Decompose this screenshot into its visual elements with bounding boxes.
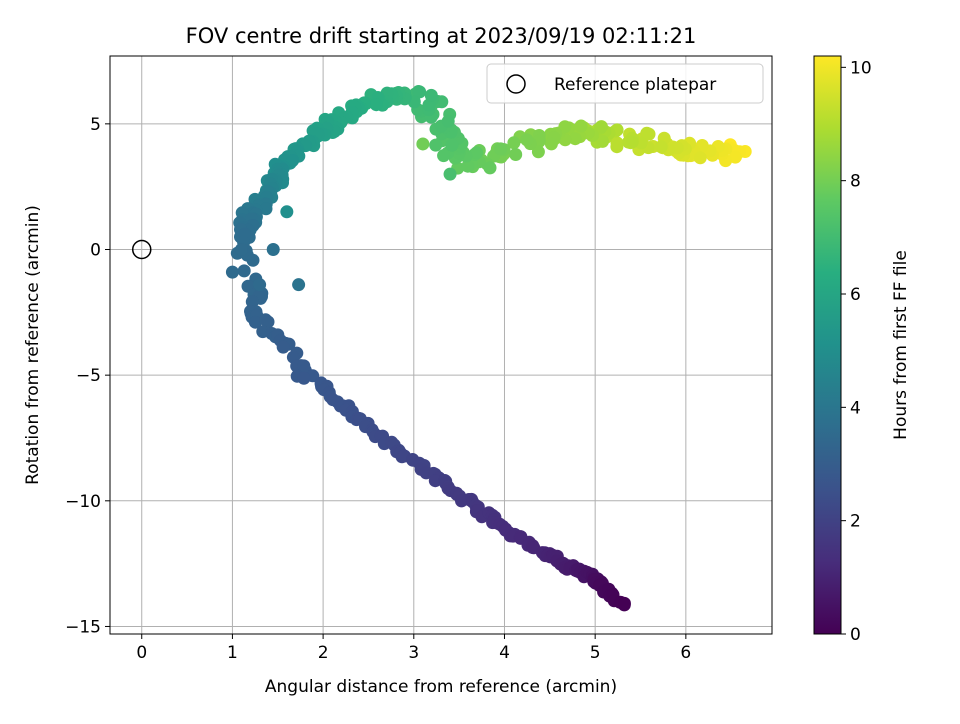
scatter-point: [610, 140, 624, 154]
scatter-point: [245, 295, 259, 309]
scatter-point: [507, 136, 521, 150]
scatter-point: [441, 114, 455, 128]
scatter-point: [225, 265, 239, 279]
y-tick-label: 5: [90, 115, 101, 135]
scatter-point: [693, 151, 707, 165]
scatter-point: [259, 202, 273, 216]
y-axis-label: Rotation from reference (arcmin): [23, 205, 43, 485]
scatter-point: [248, 315, 262, 329]
chart-title: FOV centre drift starting at 2023/09/19 …: [186, 24, 697, 48]
scatter-point: [574, 119, 588, 133]
scatter-point: [443, 167, 457, 181]
scatter-point: [617, 596, 631, 610]
scatter-point: [297, 371, 311, 385]
scatter-point: [625, 135, 639, 149]
scatter-point: [237, 264, 251, 278]
axis-ticks: 0 1 2 3 4 5 6 −15 −10 −5 0 5: [65, 115, 691, 663]
x-tick-label: 6: [680, 643, 691, 663]
y-tick-label: −15: [65, 617, 101, 637]
scatter-point: [640, 126, 654, 140]
scatter-point: [261, 315, 275, 329]
colorbar-tick-label: 10: [850, 58, 872, 78]
scatter-point: [369, 98, 383, 112]
legend-marker: [506, 74, 526, 94]
y-tick-label: −10: [65, 492, 101, 512]
colorbar-tick-label: 8: [850, 172, 861, 192]
x-axis-label: Angular distance from reference (arcmin): [265, 677, 617, 697]
colorbar-label: Hours from first FF file: [891, 250, 911, 440]
colorbar-ticks: 0 2 4 6 8 10: [841, 58, 872, 645]
colorbar: 0 2 4 6 8 10 Hours from first FF file: [813, 55, 911, 645]
scatter-point: [470, 146, 484, 160]
scatter-point: [483, 161, 497, 175]
scatter-point: [424, 88, 438, 102]
colorbar-tick-label: 2: [850, 512, 861, 532]
scatter-point: [280, 205, 294, 219]
colorbar-tick-label: 0: [850, 625, 861, 645]
scatter-point: [568, 132, 582, 146]
x-tick-label: 1: [227, 643, 238, 663]
scatter-point: [437, 149, 451, 163]
plot-frame: [109, 55, 773, 635]
scatter-point: [544, 137, 558, 151]
legend-box: [486, 63, 764, 104]
x-tick-label: 4: [499, 643, 510, 663]
scatter-point: [292, 278, 306, 292]
scatter-point: [594, 120, 608, 134]
scatter-point: [558, 120, 572, 134]
scatter-point: [276, 340, 290, 354]
scatter-point: [531, 145, 545, 159]
colorbar-gradient: [813, 55, 842, 635]
grid: [110, 56, 772, 634]
legend-entry-reference-platepar: Reference platepar: [554, 75, 716, 95]
scatter-point: [461, 159, 475, 173]
scatter-point: [246, 253, 260, 267]
scatter-point: [428, 474, 442, 488]
scatter-point: [654, 140, 668, 154]
x-tick-label: 3: [408, 643, 419, 663]
scatter-points: [225, 85, 752, 612]
scatter-point: [429, 138, 443, 152]
scatter-point: [445, 138, 459, 152]
colorbar-tick-label: 4: [850, 398, 861, 418]
scatter-point: [266, 243, 280, 257]
scatter-point: [596, 134, 609, 148]
scatter-point: [413, 85, 427, 99]
x-tick-label: 0: [136, 643, 147, 663]
reference-platepar-marker: [131, 239, 152, 260]
scatter-point: [509, 148, 523, 161]
y-tick-label: −5: [76, 366, 101, 386]
legend: Reference platepar: [486, 63, 764, 104]
x-tick-label: 5: [590, 643, 601, 663]
y-tick-label: 0: [90, 241, 101, 261]
scatter-point: [520, 133, 534, 147]
colorbar-tick-label: 6: [850, 285, 861, 305]
x-tick-label: 2: [318, 643, 329, 663]
scatter-point: [234, 243, 248, 257]
scatter-point: [253, 278, 267, 292]
scatter-point: [416, 137, 430, 151]
scatter-point: [494, 142, 508, 156]
